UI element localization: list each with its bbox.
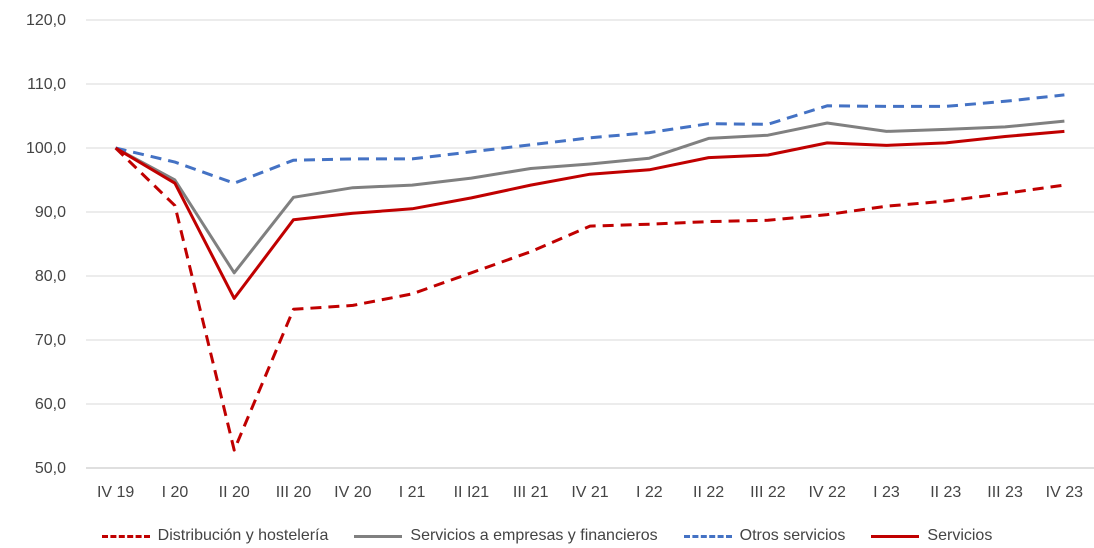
legend-item: Distribución y hostelería — [101, 527, 329, 545]
legend-item: Otros servicios — [683, 527, 846, 545]
y-tick-label: 110,0 — [27, 76, 66, 93]
y-axis-ticks: 50,0 60,0 70,0 80,0 90,0 100,0 110,0 120,0 — [26, 12, 66, 477]
y-tick-label: 100,0 — [26, 140, 66, 157]
legend-swatch — [101, 534, 150, 538]
x-tick-label: III 21 — [513, 484, 549, 501]
legend-swatch — [354, 534, 403, 538]
x-axis-ticks: IV 19 I 20 II 20 III 20 IV 20 I 21 II I21 III 2… — [97, 484, 1083, 501]
x-tick-label: I 20 — [162, 484, 189, 501]
y-tick-label: 80,0 — [35, 268, 66, 285]
series-line-2 — [114, 119, 1065, 275]
legend-label: Distribución y hostelería — [157, 527, 329, 544]
legend-label: Otros servicios — [739, 527, 846, 544]
y-tick-label: 60,0 — [35, 396, 66, 413]
x-tick-label: III 23 — [987, 484, 1023, 501]
x-tick-label: III 20 — [276, 484, 312, 501]
legend-swatch — [683, 534, 732, 538]
x-tick-label: IV 22 — [808, 484, 845, 501]
x-tick-label: II 22 — [693, 484, 724, 501]
series-line-3 — [115, 93, 1065, 185]
x-tick-label: II 23 — [930, 484, 961, 501]
x-tick-label: IV 20 — [334, 484, 371, 501]
x-tick-label: IV 19 — [97, 484, 134, 501]
y-tick-label: 120,0 — [26, 12, 66, 29]
gridlines — [86, 19, 1094, 469]
series-lines — [114, 93, 1065, 452]
series-line-4 — [114, 129, 1065, 300]
legend-swatch — [871, 534, 920, 538]
x-tick-label: III 22 — [750, 484, 786, 501]
y-tick-label: 70,0 — [35, 332, 66, 349]
legend-label: Servicios a empresas y financieros — [410, 527, 658, 544]
x-tick-label: IV 23 — [1046, 484, 1083, 501]
x-tick-label: I 23 — [873, 484, 900, 501]
y-tick-label: 50,0 — [35, 460, 66, 477]
legend-item: Servicios a empresas y financieros — [354, 527, 658, 545]
x-tick-label: I 21 — [399, 484, 426, 501]
legend: Distribución y hostelería Servicios a emp… — [0, 524, 1094, 548]
series-line-1 — [114, 146, 1065, 452]
x-tick-label: II 20 — [219, 484, 250, 501]
x-tick-label: II I21 — [454, 484, 490, 501]
x-tick-label: I 22 — [636, 484, 663, 501]
legend-label: Servicios — [927, 527, 993, 544]
x-tick-label: IV 21 — [571, 484, 608, 501]
y-tick-label: 90,0 — [35, 204, 66, 221]
legend-item: Servicios — [871, 527, 992, 545]
